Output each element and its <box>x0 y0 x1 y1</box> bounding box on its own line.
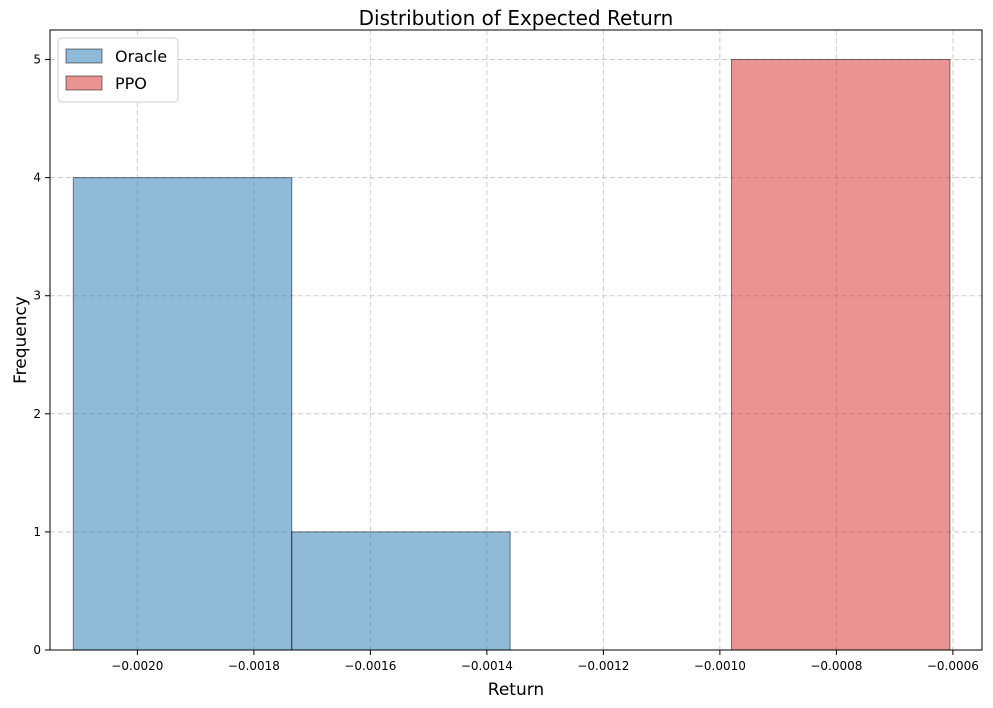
y-axis-ticks: 0 1 2 3 4 5 <box>33 53 50 657</box>
bar-oracle-0 <box>72 177 293 651</box>
x-tick-label: −0.0018 <box>228 659 280 673</box>
y-tick-label: 1 <box>33 525 41 539</box>
x-axis-label: Return <box>488 680 544 700</box>
histogram-bars <box>72 59 951 651</box>
x-tick-label: −0.0008 <box>810 659 862 673</box>
legend-swatch-ppo <box>65 75 103 91</box>
y-tick-label: 2 <box>33 407 41 421</box>
legend-label-ppo: PPO <box>115 74 147 93</box>
legend: Oracle PPO <box>57 37 179 103</box>
bar-ppo-0 <box>731 59 951 651</box>
x-tick-label: −0.0016 <box>344 659 396 673</box>
legend-label-oracle: Oracle <box>115 47 167 66</box>
chart-title: Distribution of Expected Return <box>359 6 674 30</box>
y-tick-label: 4 <box>33 171 41 185</box>
x-tick-label: −0.0014 <box>461 659 513 673</box>
plot-frame <box>49 29 983 651</box>
y-tick-label: 3 <box>33 289 41 303</box>
legend-swatch-oracle <box>65 48 103 64</box>
y-axis-label: Frequency <box>11 296 31 384</box>
y-tick-label: 0 <box>33 643 41 657</box>
x-tick-label: −0.0010 <box>694 659 746 673</box>
x-tick-label: −0.0020 <box>111 659 163 673</box>
bar-oracle-1 <box>291 531 511 651</box>
x-tick-label: −0.0006 <box>927 659 979 673</box>
x-axis-ticks: −0.0020 −0.0018 −0.0016 −0.0014 −0.0012 −0.00… <box>111 650 979 673</box>
y-tick-label: 5 <box>33 53 41 67</box>
x-tick-label: −0.0012 <box>577 659 629 673</box>
